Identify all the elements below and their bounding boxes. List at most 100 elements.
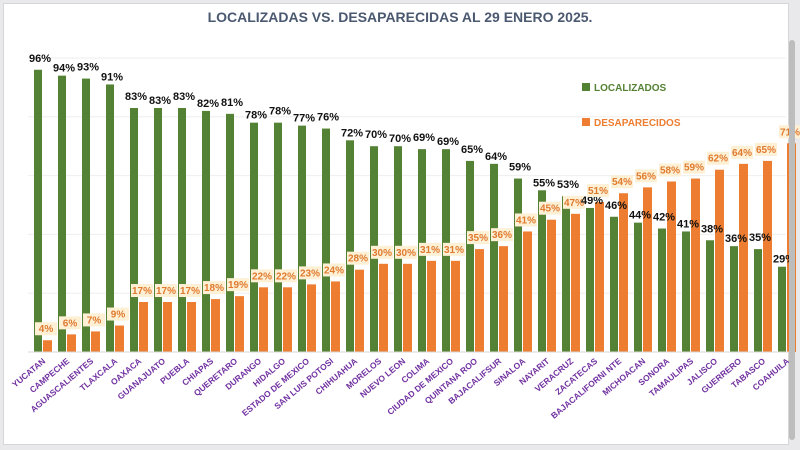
data-label-box — [83, 313, 105, 327]
data-label-box — [635, 169, 657, 183]
data-label-desaparecidos: 54% — [612, 177, 632, 188]
bar-localizados — [106, 84, 114, 353]
bar-localizados — [586, 207, 594, 352]
data-label-desaparecidos: 17% — [180, 286, 200, 297]
bar-desaparecidos — [91, 331, 100, 352]
data-label-localizados: 70% — [365, 129, 387, 141]
data-label-desaparecidos: 22% — [276, 271, 296, 282]
legend-label: DESAPARECIDOS — [594, 118, 681, 129]
bar-desaparecidos — [427, 260, 436, 352]
data-label-box — [299, 266, 321, 280]
bar-desaparecidos — [499, 246, 508, 352]
data-label-localizados: 83% — [173, 91, 195, 103]
bar-desaparecidos — [283, 287, 292, 352]
data-label-localizados: 65% — [461, 144, 483, 156]
bar-desaparecidos — [163, 302, 172, 352]
data-label-box — [539, 201, 561, 215]
legend-swatch — [582, 83, 590, 91]
data-label-box — [659, 163, 681, 177]
bar-localizados — [490, 163, 498, 352]
data-label-desaparecidos: 18% — [204, 283, 224, 294]
bar-desaparecidos — [451, 260, 460, 352]
data-label-desaparecidos: 51% — [588, 186, 608, 197]
data-label-localizados: 94% — [53, 63, 75, 75]
bar-desaparecidos — [643, 187, 652, 352]
data-label-localizados: 49% — [581, 195, 603, 207]
data-label-localizados: 91% — [101, 71, 123, 83]
data-label-box — [683, 160, 705, 174]
data-label-box — [59, 316, 81, 330]
data-label-desaparecidos: 17% — [132, 286, 152, 297]
bar-desaparecidos — [595, 202, 604, 352]
data-label-desaparecidos: 7% — [87, 315, 102, 326]
data-label-box — [755, 142, 777, 156]
data-label-box — [347, 251, 369, 265]
data-label-box — [467, 231, 489, 245]
data-label-localizados: 64% — [485, 151, 507, 163]
bar-desaparecidos — [379, 263, 388, 352]
data-label-desaparecidos: 31% — [444, 245, 464, 256]
scrollbar[interactable] — [789, 40, 795, 440]
data-label-desaparecidos: 24% — [324, 265, 344, 276]
data-label-box — [323, 263, 345, 277]
data-label-localizados: 78% — [245, 110, 267, 122]
bar-localizados — [250, 122, 258, 353]
bar-localizados — [34, 69, 42, 352]
data-label-localizados: 81% — [221, 97, 243, 109]
bar-localizados — [634, 222, 642, 352]
data-label-desaparecidos: 31% — [420, 245, 440, 256]
data-label-box — [179, 284, 201, 298]
data-label-localizados: 70% — [389, 133, 411, 145]
data-label-desaparecidos: 30% — [396, 248, 416, 259]
data-label-desaparecidos: 17% — [156, 286, 176, 297]
bar-localizados — [82, 78, 90, 352]
data-label-localizados: 69% — [413, 132, 435, 144]
data-label-localizados: 53% — [557, 179, 579, 191]
data-label-desaparecidos: 41% — [516, 215, 536, 226]
bar-localizados — [274, 122, 282, 353]
data-label-localizados: 76% — [317, 112, 339, 124]
bar-localizados — [706, 240, 714, 352]
data-label-localizados: 55% — [533, 177, 555, 189]
bar-localizados — [730, 246, 738, 352]
data-label-desaparecidos: 56% — [636, 171, 656, 182]
data-label-localizados: 72% — [341, 127, 363, 139]
bar-localizados — [298, 125, 306, 353]
data-label-desaparecidos: 36% — [492, 230, 512, 241]
data-label-localizados: 46% — [605, 200, 627, 212]
chart-title: LOCALIZADAS VS. DESAPARECIDAS AL 29 ENER… — [207, 9, 593, 25]
bar-localizados — [202, 110, 210, 352]
bar-desaparecidos — [475, 249, 484, 352]
data-label-box — [131, 284, 153, 298]
data-label-desaparecidos: 19% — [228, 280, 248, 291]
bar-desaparecidos — [331, 281, 340, 352]
data-label-localizados: 59% — [509, 162, 531, 174]
data-label-localizados: 36% — [725, 233, 747, 245]
bar-desaparecidos — [307, 284, 316, 352]
data-label-box — [515, 213, 537, 227]
data-label-box — [419, 242, 441, 256]
data-label-desaparecidos: 30% — [372, 248, 392, 259]
data-label-localizados: 41% — [677, 218, 699, 230]
bar-desaparecidos — [403, 263, 412, 352]
bar-desaparecidos — [691, 178, 700, 352]
data-label-desaparecidos: 58% — [660, 165, 680, 176]
data-label-desaparecidos: 64% — [732, 148, 752, 159]
data-label-box — [395, 245, 417, 259]
legend-label: LOCALIZADOS — [594, 83, 667, 94]
bar-localizados — [154, 107, 162, 352]
data-label-box — [443, 242, 465, 256]
data-label-desaparecidos: 6% — [63, 318, 78, 329]
data-label-desaparecidos: 35% — [468, 233, 488, 244]
bar-localizados — [562, 196, 570, 352]
data-label-desaparecidos: 9% — [111, 310, 126, 321]
bar-localizados — [322, 128, 330, 352]
data-label-localizados: 93% — [77, 62, 99, 74]
bar-localizados — [178, 107, 186, 352]
data-label-localizados: 42% — [653, 212, 675, 224]
bar-desaparecidos — [667, 181, 676, 352]
data-label-box — [611, 175, 633, 189]
data-label-box — [371, 245, 393, 259]
bar-localizados — [130, 107, 138, 352]
data-label-desaparecidos: 45% — [540, 204, 560, 215]
